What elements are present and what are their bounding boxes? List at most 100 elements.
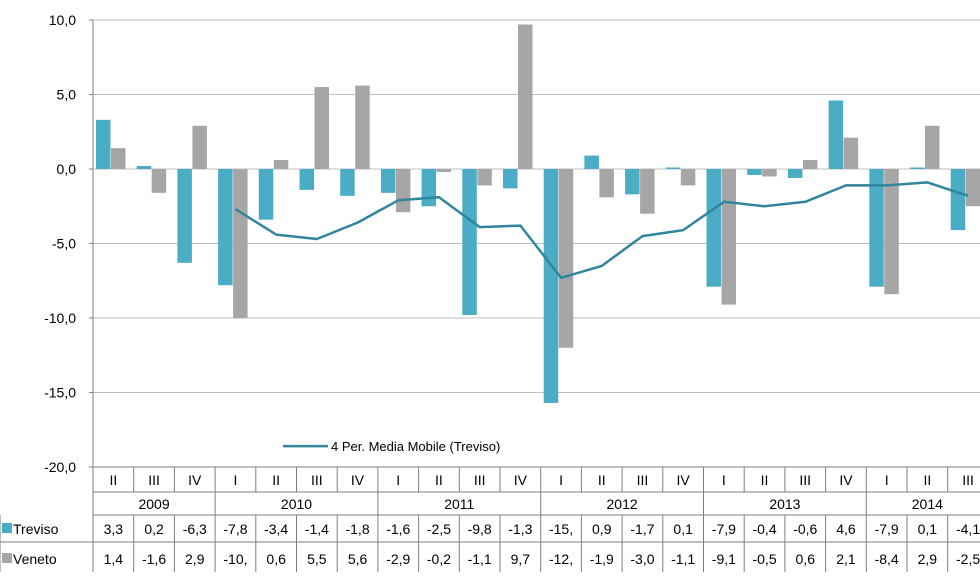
year-label: 2014 <box>912 496 943 512</box>
bar-treviso <box>421 169 437 207</box>
bar-veneto <box>314 87 329 169</box>
table-value: -12, <box>549 551 573 567</box>
table-value: -1,7 <box>630 521 654 537</box>
bar-treviso <box>340 169 355 196</box>
moving-average-line-group <box>234 181 969 280</box>
bar-treviso <box>543 169 559 403</box>
bar-veneto <box>640 169 655 214</box>
table-value: 5,5 <box>307 551 327 567</box>
table-value: -3,4 <box>264 521 288 537</box>
y-tick-label: -15,0 <box>44 385 76 401</box>
bar-veneto <box>762 169 777 177</box>
bar-veneto <box>355 85 370 169</box>
axes: 10,0 5,0 0,0 -5,0 -10,0 -15,0 -20,0 <box>44 12 94 475</box>
quarter-label: IV <box>839 472 853 488</box>
table-value: 2,9 <box>185 551 205 567</box>
bar-treviso <box>625 169 640 195</box>
y-tick-label: -10,0 <box>44 310 76 326</box>
table-value: 0,1 <box>673 521 693 537</box>
quarter-label: III <box>148 472 160 488</box>
quarter-label: I <box>234 472 238 488</box>
quarter-label: I <box>396 472 400 488</box>
table-value: 4,6 <box>836 521 856 537</box>
quarter-label: I <box>885 472 889 488</box>
bar-veneto <box>477 169 492 186</box>
y-tick-label: -5,0 <box>52 236 76 252</box>
bar-treviso <box>177 169 192 263</box>
bar-treviso <box>706 169 721 287</box>
bar-veneto <box>843 137 859 169</box>
quarter-label: II <box>435 472 443 488</box>
bar-treviso <box>584 155 599 169</box>
legend: 4 Per. Media Mobile (Treviso) <box>283 439 500 454</box>
bars <box>96 24 980 403</box>
data-table: II III IV I II III IV I II III IV I II III IV I II III IV I… <box>0 466 980 572</box>
table-value: -10, <box>223 551 247 567</box>
bar-treviso <box>747 169 762 175</box>
table-value: -3,0 <box>630 551 654 567</box>
table-value: -0,4 <box>752 521 776 537</box>
bar-veneto <box>680 169 696 186</box>
table-value: 0,9 <box>592 521 612 537</box>
bar-treviso <box>136 166 152 169</box>
year-label: 2011 <box>444 496 474 512</box>
quarter-label: IV <box>677 472 691 488</box>
quarter-label: II <box>109 472 117 488</box>
quarter-label: IV <box>351 472 365 488</box>
quarter-label: IV <box>188 472 202 488</box>
bar-veneto <box>436 169 452 172</box>
table-value: -7,9 <box>875 521 899 537</box>
table-value: -1,1 <box>671 551 695 567</box>
table-value: -6,3 <box>183 521 207 537</box>
table-value: -15, <box>549 521 573 537</box>
table-value: -2,5 <box>427 521 451 537</box>
bar-treviso <box>380 169 396 193</box>
quarter-label: II <box>272 472 280 488</box>
quarter-label: II <box>598 472 606 488</box>
bar-veneto <box>518 24 533 169</box>
quarter-label: III <box>311 472 323 488</box>
y-tick-label: 0,0 <box>57 161 77 177</box>
table-value: -1,3 <box>508 521 532 537</box>
table-value: -2,5 <box>956 551 980 567</box>
table-value: 0,2 <box>144 521 164 537</box>
quarter-label: I <box>722 472 726 488</box>
bar-treviso <box>462 169 477 316</box>
bar-treviso <box>503 169 518 189</box>
table-value: -9,1 <box>712 551 736 567</box>
table-value: 2,9 <box>918 551 938 567</box>
bar-veneto <box>151 169 167 193</box>
table-value: -1,1 <box>468 551 492 567</box>
table-value: 0,6 <box>796 551 816 567</box>
quarter-label: III <box>799 472 811 488</box>
quarter-label: IV <box>514 472 528 488</box>
table-value: 1,4 <box>104 551 124 567</box>
bar-treviso <box>828 100 844 169</box>
bar-treviso <box>787 169 803 178</box>
bar-veneto <box>192 125 207 169</box>
table-value: 3,3 <box>104 521 124 537</box>
bar-veneto <box>884 169 899 295</box>
y-tick-label: 10,0 <box>49 12 76 28</box>
y-tick-label: 5,0 <box>57 87 77 103</box>
table-value: -0,2 <box>427 551 451 567</box>
table-row-label: Treviso <box>13 521 59 537</box>
table-value: -1,6 <box>142 551 166 567</box>
table-value: -1,4 <box>305 521 329 537</box>
table-value: -0,5 <box>752 551 776 567</box>
bar-treviso <box>950 169 966 231</box>
bar-treviso <box>218 169 233 286</box>
bar-veneto <box>395 169 411 213</box>
bar-treviso <box>869 169 884 287</box>
year-label: 2013 <box>769 496 800 512</box>
quarter-label: I <box>559 472 563 488</box>
quarter-label: III <box>474 472 486 488</box>
bar-veneto <box>965 169 980 207</box>
bar-veneto <box>802 160 818 169</box>
table-value: -1,8 <box>345 521 369 537</box>
bar-treviso <box>665 167 681 169</box>
table-value: 5,6 <box>348 551 368 567</box>
table-value: 2,1 <box>836 551 856 567</box>
table-value: 0,6 <box>266 551 286 567</box>
